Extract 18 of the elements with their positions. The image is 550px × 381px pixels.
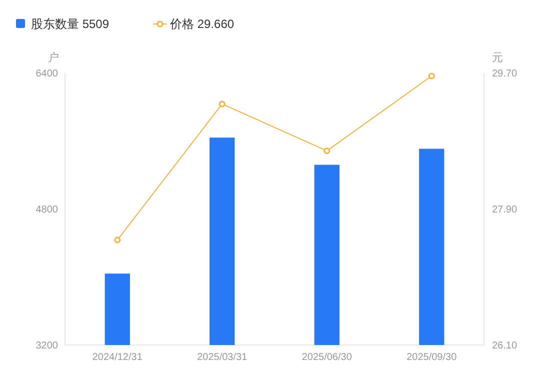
y-tick-label: 3200	[36, 340, 58, 352]
x-tick-label: 2024/12/31	[92, 352, 143, 363]
legend-label: 价格 29.660	[169, 17, 234, 32]
y2-axis-title: 元	[492, 52, 503, 64]
x-tick-label: 2025/06/30	[302, 352, 352, 363]
legend-label: 股东数量 5509	[31, 17, 110, 32]
y-axis-title: 户	[48, 51, 59, 64]
y2-tick-label: 26.10	[492, 340, 518, 352]
y2-tick-label: 27.90	[492, 204, 518, 216]
x-tick-label: 2025/09/30	[406, 352, 458, 363]
y-tick-label: 4800	[36, 204, 58, 216]
point	[428, 72, 435, 80]
point	[218, 100, 226, 108]
x-tick-label: 2025/03/31	[197, 352, 248, 363]
point	[114, 236, 121, 244]
y2-tick-label: 29.70	[492, 68, 518, 80]
y-tick-label: 6400	[36, 68, 58, 80]
point	[324, 148, 330, 154]
